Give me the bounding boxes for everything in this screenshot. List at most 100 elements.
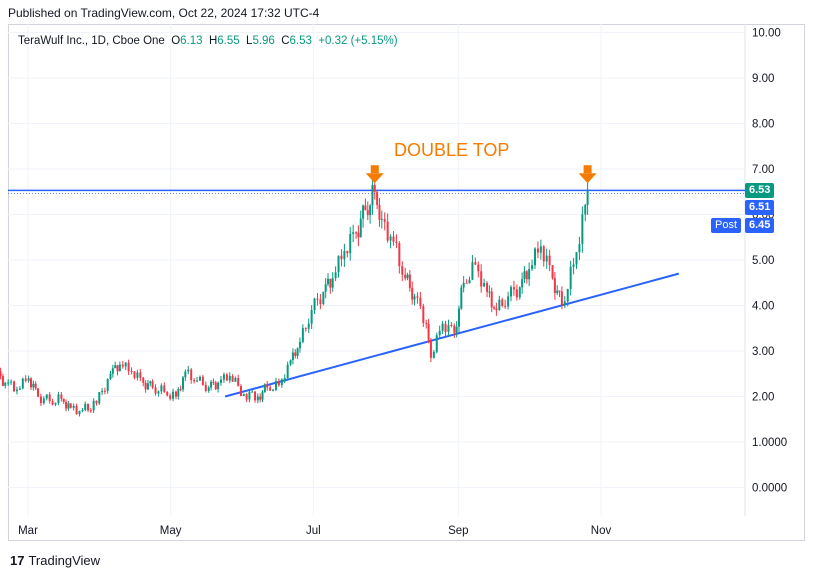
candle-body [383,219,386,222]
double-top-annotation: DOUBLE TOP [394,140,510,160]
candle-body [329,278,332,288]
candle-body [177,389,180,397]
candle-body [322,291,325,305]
candle-body [536,248,539,253]
candle-body [151,381,154,388]
candle-body [364,205,367,210]
candle-body [242,394,245,397]
candle-body [245,394,248,400]
y-tick-label: 5.00 [752,255,774,267]
candle-body [149,381,152,384]
candle-body [376,191,379,205]
candle-body [118,364,121,372]
candle-body [0,371,2,377]
candle-body [386,221,389,241]
candle-body [133,371,136,378]
candle-body [488,291,491,293]
candle-body [62,398,65,403]
candle-body [563,301,566,306]
candle-body [352,232,355,234]
candle-body [234,378,237,382]
candle-body [84,403,87,411]
candle-body [444,323,447,332]
candle-body [525,271,528,280]
candle-body [477,264,480,272]
candle-body [316,298,319,300]
candle-body [237,378,240,387]
candle-body [483,283,486,287]
candle-body [75,405,78,415]
candle-body [304,328,307,330]
candle-body [457,308,460,327]
candle-body [114,365,117,369]
candle-body [337,255,340,273]
candle-body [274,381,277,390]
candle-body [584,204,587,215]
candle-body [515,289,518,298]
candle-body [369,205,372,216]
candle-body [166,391,169,396]
y-tick-label: 2.00 [752,392,774,404]
candle-body [392,236,395,242]
candle-body [95,400,98,404]
candle-body [196,380,199,382]
legend-close: 6.53 [289,35,312,47]
footer-brand[interactable]: 17 TradingView [10,553,100,568]
candle-body [406,274,409,279]
candle-body [349,233,352,254]
candle-body [373,185,376,192]
candle-body [359,218,362,238]
candle-body [378,204,381,220]
candle-body [254,391,257,401]
candle-body [124,362,127,367]
candle-body [460,287,463,309]
candle-body [65,402,68,409]
y-tick-label: 8.00 [752,119,774,131]
candle-body [294,352,297,356]
candle-body [72,405,75,408]
candle-body [24,378,27,381]
last-price-tag: 6.53 [745,183,775,198]
y-tick-label: 1.0000 [752,437,787,449]
candle-body [87,403,90,411]
candle-body [432,351,435,358]
candle-body [531,265,534,270]
candle-body [429,339,432,358]
y-tick-label: 3.00 [752,346,774,358]
candle-body [92,400,95,411]
candle-body [4,382,7,386]
candle-body [280,379,283,386]
candle-body [310,310,313,324]
candle-body [184,371,187,378]
candle-body [263,384,266,393]
candle-body [518,287,521,298]
candle-body [272,389,275,391]
candle-body [48,394,51,402]
candle-body [217,382,220,390]
post-market-label: Post [711,218,742,233]
candle-body [18,388,21,390]
candle-body [545,255,548,262]
candle-body [121,364,124,367]
candle-body [398,243,401,267]
candle-body [37,388,39,397]
candle-body [346,250,349,254]
candle-body [416,296,419,298]
candle-body [163,385,166,392]
candle-body [204,384,207,391]
candle-body [146,383,149,390]
candle-body [169,395,172,399]
candle-body [174,391,177,397]
candle-body [32,383,35,388]
candle-body [572,264,575,267]
candle-body [225,374,228,381]
candle-body [495,308,498,311]
symbol-legend: TeraWulf Inc., 1D, Cboe One O6.13 H6.55 … [18,35,398,47]
candle-body [438,330,441,336]
legend-low-label: L [246,35,253,47]
chart-frame[interactable] [8,24,805,541]
candle-body [89,410,92,412]
candle-body [408,274,411,288]
candle-body [566,288,569,302]
